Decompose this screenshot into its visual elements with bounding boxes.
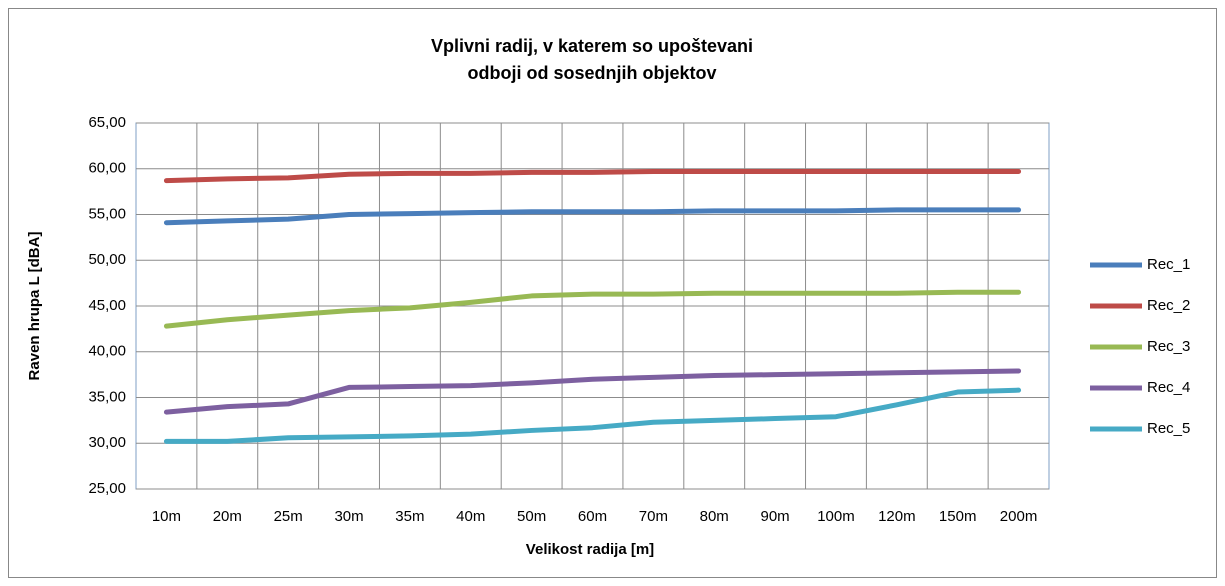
y-tick-label: 40,00 — [88, 343, 126, 360]
x-tick-label: 35m — [395, 508, 424, 525]
legend-label: Rec_1 — [1147, 256, 1190, 273]
series-line — [163, 207, 1022, 226]
y-tick-label: 30,00 — [88, 434, 126, 451]
x-tick-label: 150m — [939, 508, 977, 525]
x-tick-label: 25m — [274, 508, 303, 525]
x-tick-label: 50m — [517, 508, 546, 525]
x-tick-label: 40m — [456, 508, 485, 525]
chart-title: Vplivni radij, v katerem so upoštevani — [431, 36, 753, 56]
x-tick-label: 120m — [878, 508, 916, 525]
series-line — [163, 387, 1022, 444]
x-tick-label: 70m — [639, 508, 668, 525]
y-axis-title: Raven hrupa L [dBA] — [26, 232, 43, 381]
y-tick-label: 45,00 — [88, 297, 126, 314]
legend-label: Rec_5 — [1147, 420, 1190, 437]
y-tick-label: 60,00 — [88, 160, 126, 177]
chart-title: odboji od sosednjih objektov — [467, 63, 716, 83]
x-tick-label: 30m — [334, 508, 363, 525]
series-line — [163, 368, 1022, 415]
x-tick-label: 60m — [578, 508, 607, 525]
x-tick-label: 80m — [700, 508, 729, 525]
series-line — [163, 168, 1022, 184]
series-line — [163, 289, 1022, 329]
legend-label: Rec_2 — [1147, 297, 1190, 314]
x-tick-label: 200m — [1000, 508, 1038, 525]
y-tick-label: 50,00 — [88, 251, 126, 268]
y-tick-label: 35,00 — [88, 388, 126, 405]
x-tick-label: 100m — [817, 508, 855, 525]
y-tick-label: 25,00 — [88, 480, 126, 497]
x-tick-label: 20m — [213, 508, 242, 525]
legend-label: Rec_3 — [1147, 338, 1190, 355]
x-axis-title: Velikost radija [m] — [526, 541, 654, 558]
x-tick-label: 10m — [152, 508, 181, 525]
y-tick-label: 65,00 — [88, 114, 126, 131]
y-tick-label: 55,00 — [88, 205, 126, 222]
legend-label: Rec_4 — [1147, 379, 1190, 396]
x-tick-label: 90m — [761, 508, 790, 525]
